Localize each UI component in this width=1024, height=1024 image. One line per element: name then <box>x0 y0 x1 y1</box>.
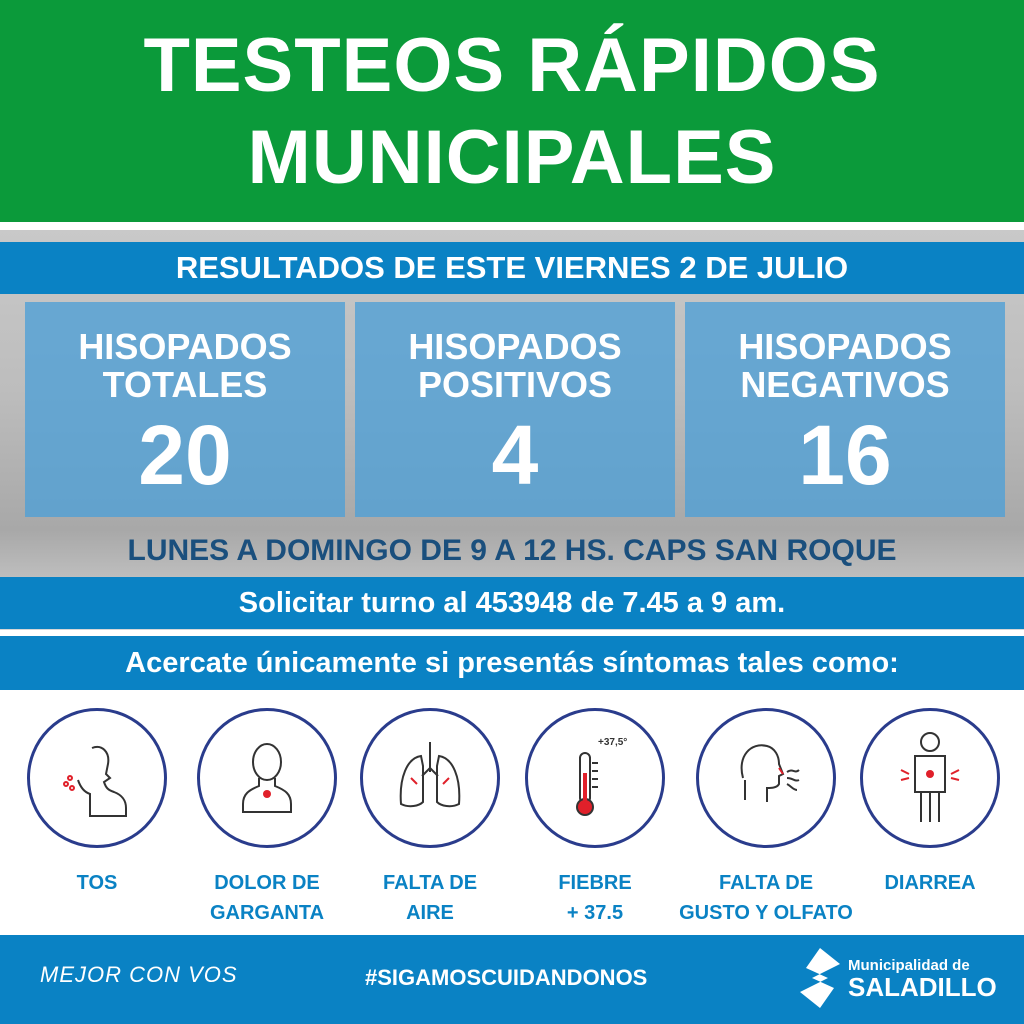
slogan: MEJOR CON VOS <box>40 962 238 987</box>
symptoms-heading: Acercate únicamente si presentás síntoma… <box>0 636 1024 690</box>
org-line-1: Municipalidad de <box>848 956 970 974</box>
lungs-icon <box>399 742 461 808</box>
symptom-label: TOS <box>76 872 118 894</box>
stat-negative: HISOPADOS NEGATIVOS 16 <box>685 302 1005 517</box>
footer <box>0 935 1024 1024</box>
fever-threshold: +37,5° <box>598 737 627 748</box>
symptom-label: GARGANTA <box>209 902 325 924</box>
results-heading: RESULTADOS DE ESTE VIERNES 2 DE JULIO <box>0 242 1024 294</box>
symptom-label: FALTA DE <box>382 872 478 894</box>
symptom-label: FIEBRE <box>558 872 632 894</box>
sore-throat-icon <box>242 743 292 813</box>
saladillo-logo-icon <box>800 948 840 1008</box>
symptom-diarrhea: DIARREA <box>860 708 1000 898</box>
stat-label: HISOPADOS <box>78 326 292 367</box>
appointment-text: Solicitar turno al 453948 de 7.45 a 9 am… <box>0 577 1024 629</box>
thermometer-icon: +37,5° <box>576 737 627 816</box>
hashtag: #SIGAMOSCUIDANDONOS <box>365 965 648 990</box>
org-line-2: SALADILLO <box>848 971 997 1002</box>
stomach-icon <box>900 732 960 822</box>
title-line-2: MUNICIPALES <box>247 115 777 200</box>
symptom-label: GUSTO Y OLFATO <box>679 902 853 924</box>
schedule-text: LUNES A DOMINGO DE 9 A 12 HS. CAPS SAN R… <box>127 534 897 567</box>
stat-total: HISOPADOS TOTALES 20 <box>25 302 345 517</box>
stat-label: POSITIVOS <box>417 364 613 405</box>
symptom-label: + 37.5 <box>566 902 624 924</box>
symptom-label: DOLOR DE <box>214 872 320 894</box>
symptom-sore-throat: DOLOR DE GARGANTA <box>197 708 337 928</box>
symptom-label: AIRE <box>406 902 454 924</box>
stat-value: 20 <box>138 408 232 502</box>
symptom-cough: TOS <box>27 708 167 898</box>
stat-value: 4 <box>491 408 539 502</box>
page-title: TESTEOS RÁPIDOS MUNICIPALES <box>0 0 1024 222</box>
stat-positive: HISOPADOS POSITIVOS 4 <box>355 302 675 517</box>
smell-icon <box>740 744 800 802</box>
stat-label: HISOPADOS <box>738 326 952 367</box>
symptom-label: FALTA DE <box>718 872 814 894</box>
cough-icon <box>63 746 127 817</box>
symptom-fever: +37,5° FIEBRE + 37.5 <box>525 708 665 928</box>
symptom-shortness-of-breath: FALTA DE AIRE <box>360 708 500 928</box>
stat-label: NEGATIVOS <box>740 364 950 405</box>
symptom-loss-of-taste-smell: FALTA DE GUSTO Y OLFATO <box>679 708 853 928</box>
stat-value: 16 <box>798 408 892 502</box>
stat-label: HISOPADOS <box>408 326 622 367</box>
symptom-label: DIARREA <box>884 872 976 894</box>
municipality-logo: Municipalidad de SALADILLO <box>800 948 997 1008</box>
title-line-1: TESTEOS RÁPIDOS <box>143 23 881 108</box>
stat-label: TOTALES <box>102 364 268 405</box>
